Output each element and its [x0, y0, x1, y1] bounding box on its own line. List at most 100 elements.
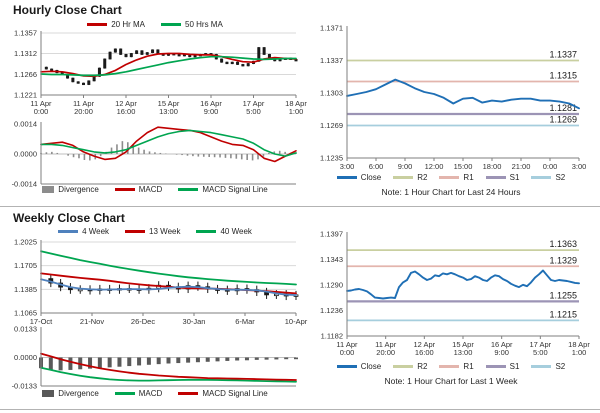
svg-text:21:00: 21:00	[512, 162, 531, 171]
svg-text:13:00: 13:00	[159, 107, 178, 116]
legend-item-s2: S2	[531, 362, 565, 371]
svg-text:17-Oct: 17-Oct	[30, 317, 53, 326]
svg-text:1.1266: 1.1266	[14, 70, 37, 79]
svg-text:1.1705: 1.1705	[14, 261, 37, 270]
legend-item-macd: MACD	[114, 389, 163, 398]
legend-label: 50 Hrs MA	[185, 20, 223, 29]
svg-text:0:00: 0:00	[34, 107, 49, 116]
pivotweek-note: Note: 1 Hour Chart for Last 1 Week	[384, 376, 518, 386]
legend-label: R1	[463, 173, 474, 182]
svg-text:16 Apr: 16 Apr	[491, 340, 513, 349]
svg-text:15 Apr: 15 Apr	[452, 340, 474, 349]
legend-label: MACD	[138, 185, 163, 194]
legend-label: MACD Signal Line	[202, 389, 268, 398]
svg-text:1.1281: 1.1281	[549, 103, 577, 113]
weekly-section-title: Weekly Close Chart	[13, 211, 125, 225]
svg-text:0:00: 0:00	[340, 348, 355, 357]
svg-text:13:00: 13:00	[454, 348, 473, 357]
svg-text:1.1269: 1.1269	[320, 121, 343, 130]
pink-line-swatch-icon	[439, 176, 460, 179]
svg-text:17 Apr: 17 Apr	[529, 340, 551, 349]
pink-line-swatch-icon	[439, 365, 460, 368]
svg-text:1.1312: 1.1312	[14, 49, 37, 58]
legend-label: 20 Hr MA	[111, 20, 145, 29]
legend-item-r2: R2	[393, 362, 427, 371]
legend-label: R1	[463, 362, 474, 371]
svg-text:1.1255: 1.1255	[549, 290, 577, 300]
pivot24-svg: 1.1371 1.1337 1.1303 1.1269 1.1235 1.1337 1.13…	[320, 24, 586, 172]
svg-text:1.1065: 1.1065	[14, 309, 37, 318]
legend-item-close: Close	[336, 362, 381, 371]
svg-text:0.0014: 0.0014	[14, 120, 37, 129]
legend-item-r2: R2	[393, 173, 427, 182]
svg-text:11 Apr: 11 Apr	[30, 99, 52, 108]
svg-text:16:00: 16:00	[117, 107, 136, 116]
legend-item-divergence: Divergence	[42, 389, 99, 398]
svg-text:1.1363: 1.1363	[549, 239, 577, 249]
svg-text:6-Mar: 6-Mar	[235, 317, 255, 326]
green-line-swatch-icon	[178, 188, 199, 191]
svg-text:11 Apr: 11 Apr	[375, 340, 397, 349]
cyan-line-swatch-icon	[531, 176, 552, 179]
svg-text:1.1343: 1.1343	[320, 255, 343, 264]
weekly-macd-svg: 0.0133 0.0000 -0.0133	[12, 325, 298, 391]
legend-item-20hr-ma: 20 Hr MA	[87, 20, 145, 29]
svg-text:9:00: 9:00	[494, 348, 509, 357]
svg-text:30-Jan: 30-Jan	[183, 317, 206, 326]
svg-text:15:00: 15:00	[454, 162, 473, 171]
weekly-ma-legend: 4 Week 13 Week 40 Week	[8, 227, 302, 236]
svg-text:18 Apr: 18 Apr	[568, 340, 590, 349]
green-line-swatch-icon	[161, 23, 181, 26]
legend-label: S2	[555, 362, 566, 371]
svg-text:6:00: 6:00	[369, 162, 384, 171]
svg-text:9:00: 9:00	[204, 107, 219, 116]
svg-text:0:00: 0:00	[543, 162, 558, 171]
svg-text:-0.0014: -0.0014	[12, 180, 37, 189]
bottom-divider	[0, 409, 600, 410]
cyan-line-swatch-icon	[531, 365, 552, 368]
pivotweek-svg: 1.1397 1.1343 1.1290 1.1236 1.1182 1.1363 1.13…	[320, 230, 590, 358]
svg-text:1.1269: 1.1269	[549, 115, 577, 125]
green-line-swatch-icon	[196, 230, 217, 233]
red-line-swatch-icon	[178, 392, 199, 395]
blue-line-swatch-icon	[336, 176, 357, 179]
svg-text:10-Apr: 10-Apr	[285, 317, 308, 326]
legend-label: 13 Week	[149, 227, 181, 236]
legend-item-close: Close	[336, 173, 381, 182]
svg-text:11 Apr: 11 Apr	[73, 99, 95, 108]
legend-item-r1: R1	[439, 173, 474, 182]
legend-item-40week: 40 Week	[196, 227, 252, 236]
svg-text:1.1315: 1.1315	[549, 71, 577, 81]
svg-text:0.0000: 0.0000	[14, 353, 37, 362]
green-line-swatch-icon	[114, 392, 135, 395]
section-divider	[0, 206, 600, 207]
svg-text:5:00: 5:00	[246, 107, 261, 116]
svg-text:3:00: 3:00	[340, 162, 355, 171]
svg-text:1:00: 1:00	[289, 107, 304, 116]
svg-text:15 Apr: 15 Apr	[158, 99, 180, 108]
legend-label: Divergence	[58, 185, 99, 194]
legend-label: 4 Week	[82, 227, 110, 236]
legend-label: R2	[417, 173, 428, 182]
legend-label: MACD	[138, 389, 163, 398]
svg-text:16 Apr: 16 Apr	[200, 99, 222, 108]
legend-label: Divergence	[58, 389, 99, 398]
red-line-swatch-icon	[87, 23, 108, 26]
svg-text:21-Nov: 21-Nov	[80, 317, 104, 326]
gray-bar-swatch-icon	[42, 186, 55, 193]
purple-line-swatch-icon	[485, 176, 506, 179]
pivotweek-legend: Close R2 R1 S1 S2	[308, 362, 594, 371]
legend-item-50hrs-ma: 50 Hrs MA	[161, 20, 223, 29]
svg-text:12:00: 12:00	[425, 162, 444, 171]
blue-line-swatch-icon	[58, 230, 79, 233]
svg-text:1.1290: 1.1290	[320, 280, 343, 289]
olive-line-swatch-icon	[393, 365, 414, 368]
svg-text:0.0000: 0.0000	[14, 150, 37, 159]
legend-label: R2	[417, 362, 428, 371]
svg-text:1.1385: 1.1385	[14, 285, 37, 294]
svg-text:20:00: 20:00	[376, 348, 395, 357]
svg-text:20:00: 20:00	[74, 107, 93, 116]
legend-label: S1	[509, 362, 520, 371]
